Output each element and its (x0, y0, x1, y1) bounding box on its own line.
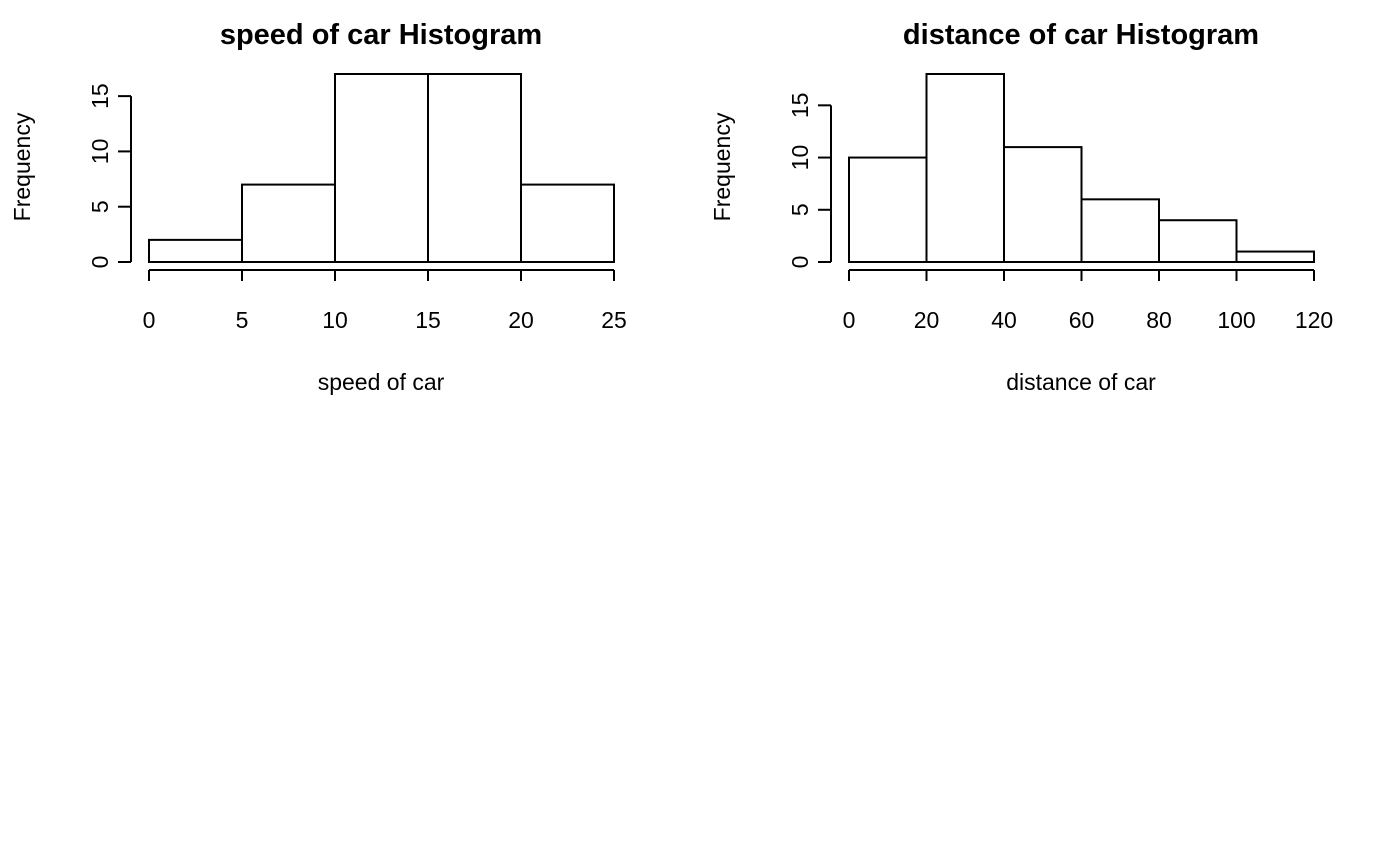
y-tick-label: 10 (787, 145, 813, 171)
chart-title: distance of car Histogram (903, 19, 1259, 51)
x-tick-label: 25 (601, 307, 627, 333)
y-axis: 0 5 10 15 (87, 83, 132, 269)
x-axis-label: speed of car (318, 369, 445, 395)
histogram-bar (241, 183, 336, 264)
y-axis: 0 5 10 15 (787, 93, 832, 269)
histogram-bar (1003, 146, 1083, 263)
x-tick-label: 80 (1146, 307, 1172, 333)
y-tick-label: 5 (87, 200, 113, 213)
chart-title: speed of car Histogram (220, 19, 542, 51)
y-tick-label: 0 (787, 256, 813, 269)
y-tick-label: 5 (787, 203, 813, 216)
y-tick-label: 0 (87, 256, 113, 269)
x-tick-label: 40 (991, 307, 1017, 333)
x-tick-label: 20 (508, 307, 534, 333)
x-tick-label: 0 (843, 307, 856, 333)
x-tick-label: 15 (415, 307, 441, 333)
histogram-bar (520, 183, 615, 264)
speed-histogram-panel: speed of car Histogram Frequency speed o… (9, 19, 627, 395)
x-tick-label: 5 (236, 307, 249, 333)
x-axis: 0 20 40 60 80 100 120 (843, 269, 1333, 333)
distance-histogram-panel: distance of car Histogram Frequency dist… (709, 19, 1333, 395)
histogram-bar (1235, 250, 1315, 264)
x-axis-label: distance of car (1006, 369, 1156, 395)
x-tick-label: 10 (322, 307, 348, 333)
histogram-bar (925, 73, 1005, 263)
x-tick-label: 20 (914, 307, 940, 333)
histogram-bar (148, 238, 243, 264)
y-tick-label: 15 (787, 93, 813, 119)
x-axis: 0 5 10 15 20 25 (143, 269, 627, 333)
bars (848, 73, 1315, 264)
bars (148, 73, 615, 264)
y-axis-label: Frequency (9, 112, 35, 221)
histogram-bar (848, 156, 928, 263)
histogram-bar (427, 73, 522, 263)
x-tick-label: 60 (1069, 307, 1095, 333)
x-tick-label: 100 (1217, 307, 1255, 333)
y-axis-label: Frequency (709, 112, 735, 221)
histogram-bar (1158, 219, 1238, 264)
x-tick-label: 120 (1295, 307, 1333, 333)
x-tick-label: 0 (143, 307, 156, 333)
y-tick-label: 15 (87, 83, 113, 109)
y-tick-label: 10 (87, 139, 113, 165)
histogram-bar (334, 73, 429, 263)
histogram-bar (1080, 198, 1160, 263)
